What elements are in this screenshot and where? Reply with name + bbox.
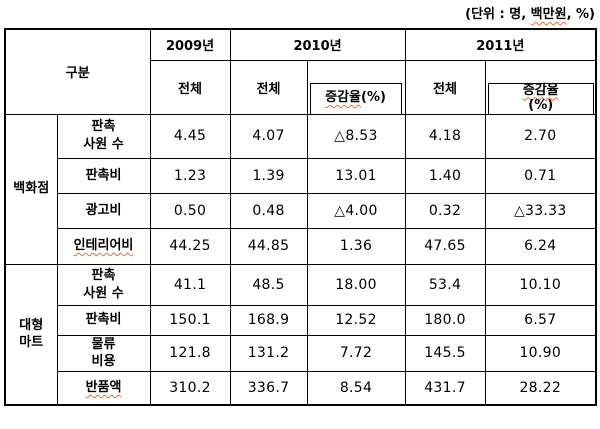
header-year-2011: 2011년 [404, 28, 597, 61]
value-cell: 2.70 [484, 113, 597, 159]
value-cell: 44.85 [229, 227, 308, 265]
value-cell: 47.65 [404, 227, 486, 265]
header-total-2010: 전체 [229, 59, 308, 115]
value-cell: 0.71 [484, 157, 597, 194]
row-label-cell: 판촉비 [56, 304, 151, 336]
value-cell: 168.9 [229, 304, 308, 336]
unit-note-highlight: 백만원 [530, 7, 567, 22]
table-row: 반품액 310.2 336.7 8.54 431.7 28.22 [5, 370, 597, 406]
unit-note-prefix: (단위 : 명, [465, 7, 531, 22]
row-label-cell: 판촉 사원 수 [56, 113, 151, 159]
value-cell: 1.40 [404, 157, 486, 194]
row-label-cell: 판촉비 [56, 157, 151, 194]
value-cell: △33.33 [484, 192, 597, 229]
value-cell: 431.7 [404, 370, 486, 406]
row-label-cell: 광고비 [56, 192, 151, 229]
value-cell: 150.1 [149, 304, 231, 336]
change-rate-box-2010: 증감율 (%) [309, 82, 402, 113]
table-row: 판촉비 1.23 1.39 13.01 1.40 0.71 [5, 157, 597, 194]
header-row-years: 구분 2009년 2010년 2011년 [4, 28, 597, 115]
change-rate-word: 증감율 [522, 82, 559, 98]
value-cell: 41.1 [149, 263, 231, 306]
table-row: 물류 비용 121.8 131.2 7.72 145.5 10.90 [5, 334, 597, 372]
value-cell: 310.2 [149, 370, 231, 406]
table-row: 대형 마트 판촉 사원 수 41.1 48.5 18.00 53.4 10.10 [4, 263, 597, 406]
row-label-cell: 인테리어비 [56, 227, 151, 265]
table-row: 백화점 판촉 사원 수 4.45 4.07 △8.53 4.18 2.70 [4, 113, 597, 265]
value-cell: 1.39 [229, 157, 308, 194]
group-label-department-store: 백화점 [4, 113, 58, 265]
header-category-cell: 구분 [4, 28, 151, 115]
value-cell: 18.00 [306, 263, 406, 306]
header-year-2010: 2010년 [229, 28, 406, 61]
value-cell: 48.5 [229, 263, 308, 306]
table-row: 광고비 0.50 0.48 △4.00 0.32 △33.33 [5, 192, 597, 229]
row-label-cell: 반품액 [56, 370, 151, 406]
header-total-2011: 전체 [404, 59, 486, 115]
value-cell: 4.07 [229, 113, 308, 159]
value-cell: 180.0 [404, 304, 486, 336]
value-cell: 1.23 [149, 157, 231, 194]
value-cell: 13.01 [306, 157, 406, 194]
value-cell: 0.48 [229, 192, 308, 229]
value-cell: 145.5 [404, 334, 486, 372]
table-row: 판촉비 150.1 168.9 12.52 180.0 6.57 [5, 304, 597, 336]
value-cell: 6.57 [484, 304, 597, 336]
value-cell: △4.00 [306, 192, 406, 229]
value-cell: 131.2 [229, 334, 308, 372]
header-total-2009: 전체 [149, 59, 231, 115]
table-row: 인테리어비 44.25 44.85 1.36 47.65 6.24 [5, 227, 597, 265]
value-cell: 7.72 [306, 334, 406, 372]
value-cell: 12.52 [306, 304, 406, 336]
group-label-hypermarket: 대형 마트 [4, 263, 58, 406]
change-rate-box-2011: 증감율 (%) [487, 82, 595, 113]
value-cell: 1.36 [306, 227, 406, 265]
value-cell: 4.18 [404, 113, 486, 159]
unit-note: (단위 : 명, 백만원, %) [465, 3, 595, 22]
value-cell: 0.32 [404, 192, 486, 229]
value-cell: 4.45 [149, 113, 231, 159]
value-cell: 10.90 [484, 334, 597, 372]
row-label-cell: 물류 비용 [56, 334, 151, 372]
value-cell: 6.24 [484, 227, 597, 265]
value-cell: 53.4 [404, 263, 486, 306]
row-label-cell: 판촉 사원 수 [56, 263, 151, 306]
header-year-2009: 2009년 [149, 28, 231, 61]
change-rate-word: 증감율 [325, 90, 361, 106]
value-cell: 8.54 [306, 370, 406, 406]
header-change-2011: 증감율 (%) [484, 59, 597, 115]
value-cell: 121.8 [149, 334, 231, 372]
data-table: 구분 2009년 2010년 2011년 전체 전체 증감율 (%) 전체 증감율… [4, 28, 598, 407]
value-cell: △8.53 [306, 113, 406, 159]
value-cell: 44.25 [149, 227, 231, 265]
value-cell: 10.10 [484, 263, 597, 306]
unit-note-suffix: , %) [566, 7, 595, 22]
change-rate-suffix: (%) [361, 90, 386, 106]
value-cell: 336.7 [229, 370, 308, 406]
header-change-2010: 증감율 (%) [306, 59, 406, 115]
change-rate-suffix: (%) [528, 97, 554, 113]
value-cell: 28.22 [484, 370, 597, 406]
header-row-measures: 전체 전체 증감율 (%) 전체 증감율 (%) [5, 59, 597, 115]
value-cell: 0.50 [149, 192, 231, 229]
